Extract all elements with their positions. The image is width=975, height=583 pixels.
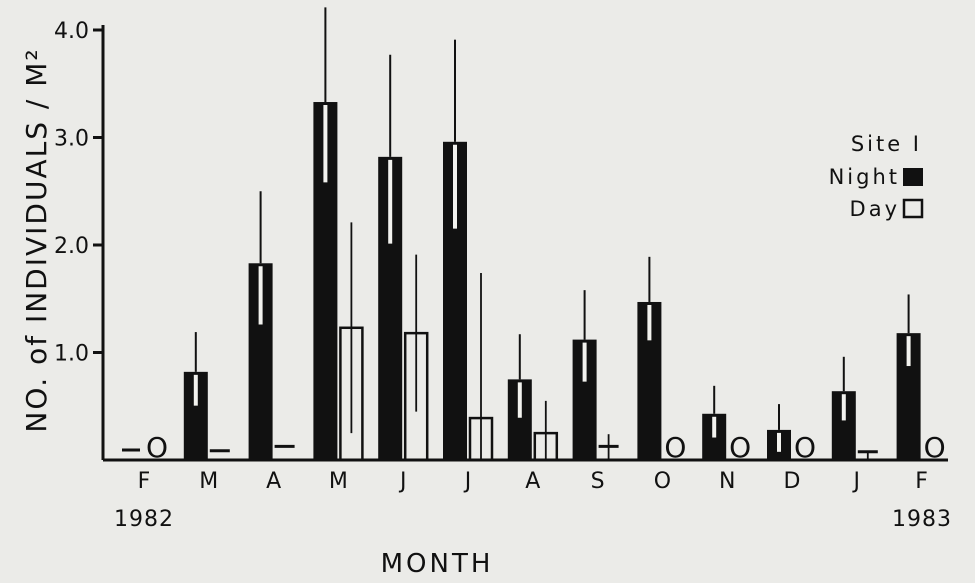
x-tick-label: J (463, 469, 472, 494)
x-tick-label: M (329, 469, 348, 494)
legend-title: Site I (851, 132, 922, 156)
day-zero-marker: O (924, 431, 946, 464)
legend: Site I Night Day (829, 132, 924, 221)
x-axis-label: MONTH (381, 549, 494, 579)
end-year-label: 1983 (892, 507, 952, 532)
day-zero-marker: O (794, 431, 816, 464)
y-tick-label: 3.0 (54, 127, 89, 152)
y-axis-label: NO. of INDIVIDUALS / M² (20, 47, 53, 432)
x-tick-label: S (591, 469, 605, 494)
x-tick-label: O (654, 469, 671, 494)
legend-day-label: Day (850, 197, 900, 221)
x-tick-label: J (398, 469, 407, 494)
x-tick-label: F (915, 469, 928, 494)
y-ticks: 1.0 2.0 3.0 4.0 (54, 19, 103, 367)
x-tick-label: A (525, 469, 540, 494)
legend-night-swatch (903, 168, 923, 186)
day-zero-marker: O (729, 431, 751, 464)
x-tick-label: N (719, 469, 735, 494)
x-tick-label: D (784, 469, 801, 494)
start-year-label: 1982 (114, 507, 174, 532)
day-zero-marker: O (146, 431, 168, 464)
y-tick-label: 4.0 (54, 19, 89, 44)
y-tick-label: 2.0 (54, 234, 89, 259)
day-zero-marker: O (664, 431, 686, 464)
legend-night-label: Night (829, 165, 900, 189)
x-tick-label: J (852, 469, 861, 494)
x-tick-label: F (138, 469, 151, 494)
x-tick-label: A (266, 469, 281, 494)
x-tick-label: M (199, 469, 218, 494)
y-tick-label: 1.0 (54, 342, 89, 367)
legend-day-swatch (902, 198, 924, 219)
